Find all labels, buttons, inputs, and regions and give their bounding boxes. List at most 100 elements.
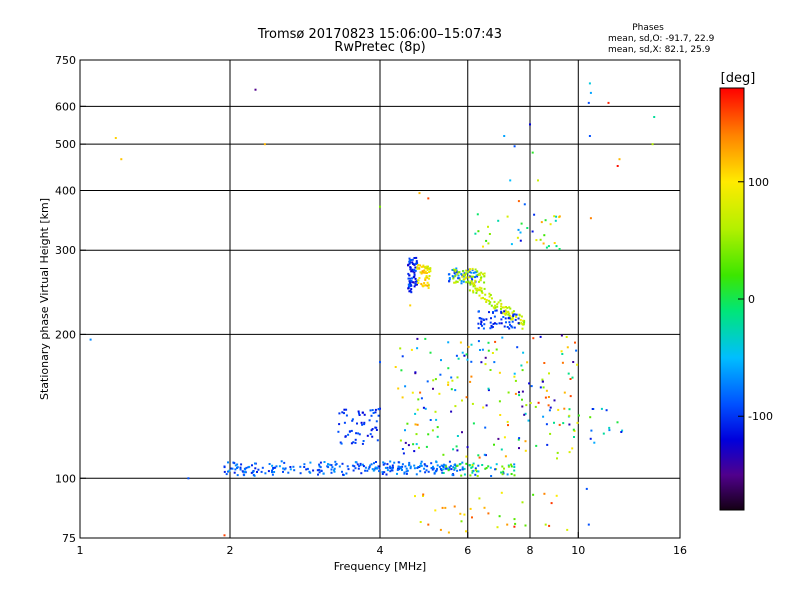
data-point <box>426 380 429 383</box>
data-point <box>447 469 450 472</box>
data-point <box>257 468 260 471</box>
data-point <box>440 359 442 362</box>
data-point <box>520 364 523 367</box>
data-point <box>478 310 480 313</box>
data-point <box>439 468 442 470</box>
data-point <box>524 524 527 527</box>
data-point <box>589 91 592 94</box>
data-point <box>513 474 516 477</box>
data-point <box>505 311 508 314</box>
data-point <box>414 284 417 286</box>
data-point <box>377 414 380 417</box>
data-point <box>243 474 246 477</box>
data-point <box>341 411 344 414</box>
data-point <box>573 436 575 438</box>
data-point <box>468 281 471 284</box>
data-point <box>461 399 463 402</box>
data-point <box>452 276 455 279</box>
data-point <box>423 269 426 272</box>
data-point <box>361 442 364 445</box>
data-point <box>331 466 334 469</box>
data-point <box>357 410 360 413</box>
data-point <box>410 279 413 282</box>
data-point <box>504 312 507 315</box>
data-point <box>287 471 290 474</box>
data-point <box>338 423 341 426</box>
data-point <box>396 472 398 475</box>
data-point <box>481 348 484 351</box>
data-point <box>541 380 544 383</box>
data-point <box>530 385 533 388</box>
data-point <box>521 390 524 393</box>
data-point <box>543 492 546 495</box>
data-point <box>465 462 468 465</box>
data-point <box>420 464 423 467</box>
data-point <box>505 321 507 324</box>
data-point <box>275 465 278 468</box>
data-point <box>399 347 402 350</box>
data-point <box>308 470 311 473</box>
data-point <box>254 467 257 470</box>
data-point <box>306 467 309 470</box>
data-point <box>553 399 556 402</box>
phases-mean-x: mean, sd,X: 82.1, 25.9 <box>608 45 711 55</box>
data-point <box>485 301 488 303</box>
data-point <box>419 462 422 465</box>
data-point <box>511 318 514 321</box>
data-point <box>432 467 435 470</box>
data-point <box>416 423 419 426</box>
data-point <box>488 295 491 298</box>
data-point <box>424 337 427 340</box>
data-point <box>367 467 370 470</box>
data-point <box>448 280 451 283</box>
data-point <box>355 432 358 435</box>
data-point <box>554 219 557 222</box>
data-point <box>282 470 284 473</box>
data-point <box>482 406 485 409</box>
data-point <box>482 245 484 248</box>
data-point <box>409 266 412 269</box>
data-point <box>514 522 517 525</box>
data-point <box>412 270 415 273</box>
data-point <box>370 429 373 432</box>
data-point <box>409 467 412 470</box>
data-point <box>509 323 511 326</box>
data-point <box>351 419 354 422</box>
data-point <box>531 230 534 233</box>
data-point <box>333 470 336 473</box>
data-point <box>435 418 438 421</box>
data-point <box>517 322 520 325</box>
data-point <box>241 470 244 473</box>
data-point <box>577 414 580 417</box>
data-point <box>448 466 451 469</box>
data-point <box>347 468 350 471</box>
data-point <box>558 423 561 426</box>
data-point <box>560 334 563 337</box>
data-point <box>289 468 292 471</box>
data-point <box>454 275 457 278</box>
data-point <box>547 396 550 398</box>
data-point <box>471 465 474 468</box>
data-point <box>535 444 538 447</box>
data-point <box>474 276 476 279</box>
data-point <box>521 405 524 408</box>
data-point <box>483 272 486 275</box>
data-point <box>621 429 624 432</box>
data-point <box>358 465 361 468</box>
data-point <box>347 433 350 436</box>
data-point <box>587 101 590 104</box>
data-point <box>488 292 491 295</box>
data-point <box>519 231 522 234</box>
data-point <box>608 426 611 429</box>
data-point <box>518 314 521 317</box>
data-point <box>469 268 471 271</box>
data-point <box>556 457 558 460</box>
data-point <box>354 441 357 444</box>
data-point <box>548 372 550 375</box>
data-point <box>445 465 448 468</box>
data-point <box>568 414 571 417</box>
data-point <box>378 467 381 470</box>
data-point <box>504 313 507 316</box>
data-point <box>531 151 534 154</box>
data-point <box>419 521 422 523</box>
